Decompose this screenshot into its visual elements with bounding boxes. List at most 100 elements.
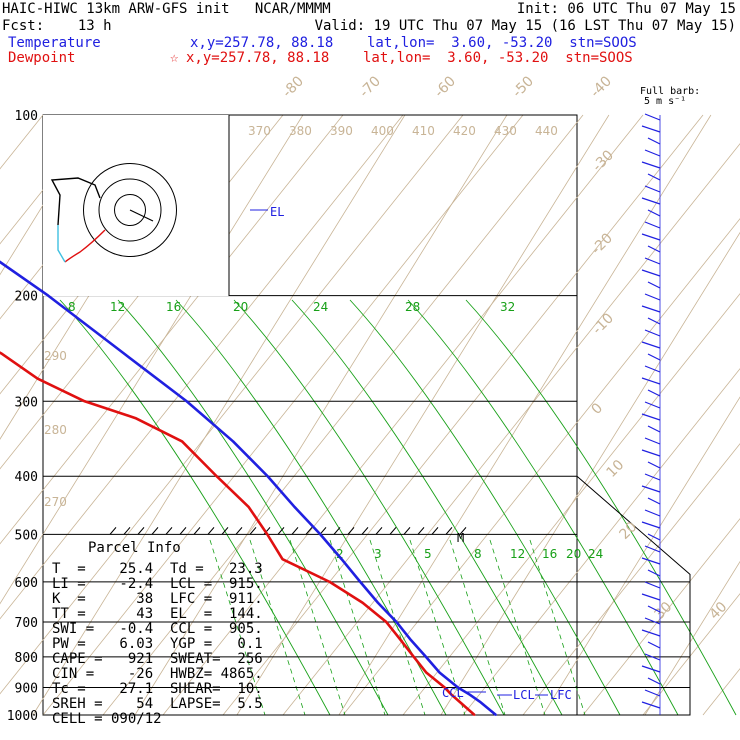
parcel-info-row: SREH = 54 LAPSE= 5.5	[52, 696, 263, 712]
dewpoint-profile-point	[36, 377, 39, 380]
freezing-hatch	[445, 527, 453, 535]
dry-adiabat-line	[0, 114, 464, 695]
mixing-ratio-label: 16	[542, 547, 557, 561]
wind-barb	[641, 377, 661, 385]
barb-key-speed: 5 m s⁻¹	[644, 96, 687, 107]
dewpoint-profile-point	[247, 506, 250, 508]
level-markers: EL M CCL LCL LFC	[270, 205, 572, 702]
wind-barb	[641, 449, 661, 457]
wind-barb	[647, 605, 661, 613]
pressure-tick-label: 200	[15, 290, 38, 305]
mixing-ratio-line	[209, 539, 266, 716]
parcel-info-row: CAPE = 921 SWEAT= 256	[52, 651, 263, 667]
pressure-tick-label: 400	[15, 470, 38, 485]
wind-barb	[641, 269, 661, 277]
isotherm-label: -60	[432, 73, 459, 100]
dewpoint-profile-point	[361, 601, 364, 604]
theta-label: 400	[371, 124, 394, 138]
theta-label: 410	[412, 124, 435, 138]
hodograph-storm-vector	[129, 209, 154, 222]
wind-barb	[644, 653, 661, 661]
dry-adiabat-line	[702, 668, 740, 716]
dewpoint-profile-point	[181, 440, 184, 443]
sounding-profiles	[0, 209, 548, 717]
theta-label: 280	[44, 423, 67, 437]
wind-barb	[644, 185, 661, 193]
theta-label: 430	[494, 124, 517, 138]
temperature-profile-point	[293, 506, 296, 508]
moist-adiabat-curve	[291, 299, 563, 716]
wind-barb	[641, 665, 661, 673]
wind-barb	[641, 485, 661, 493]
wind-barb	[647, 389, 661, 397]
mixing-ratio-label: 8	[68, 300, 76, 314]
wind-barb	[641, 593, 661, 601]
freezing-hatch	[277, 527, 285, 535]
wind-barb	[644, 293, 661, 301]
mixing-ratio-label: 8	[474, 547, 482, 561]
dewpoint-profile-point	[83, 400, 86, 403]
pressure-tick-label: 700	[15, 616, 38, 631]
pressure-tick-label: 300	[15, 395, 38, 410]
pressure-tick-label: 800	[15, 651, 38, 666]
isotherm-line	[542, 396, 740, 716]
dewpoint-profile-point	[399, 639, 402, 641]
moist-adiabat-curve	[175, 299, 447, 716]
dewpoint-profile-point	[425, 671, 428, 674]
wind-barb	[647, 497, 661, 505]
theta-label: 390	[330, 124, 353, 138]
parcel-info-title: Parcel Info	[88, 540, 181, 556]
wind-barb	[644, 509, 661, 517]
freezing-hatch	[137, 527, 145, 535]
isotherm-label: -30	[590, 147, 617, 174]
mixing-ratio-label: 16	[166, 300, 181, 314]
wind-barb	[641, 557, 661, 565]
mixing-ratio-label: 20	[566, 547, 581, 561]
isotherm-line	[134, 114, 508, 716]
temperature-profile-point	[495, 714, 497, 716]
isotherm-label: -70	[357, 73, 384, 100]
mixing-ratio-line	[329, 539, 386, 716]
freezing-hatch	[403, 527, 411, 535]
isotherm-line	[236, 114, 610, 716]
temperature-profile-point	[232, 440, 235, 443]
wind-barb	[644, 473, 661, 481]
isotherm-line	[644, 560, 740, 716]
wind-barb	[644, 401, 661, 409]
freezing-hatch	[221, 527, 229, 535]
wind-barbs	[641, 113, 661, 715]
temperature-profile-point	[395, 621, 398, 623]
mixing-ratio-line	[529, 539, 586, 716]
freezing-hatch	[389, 527, 397, 535]
parcel-info-row: LI = -2.4 LCL = 915.	[52, 576, 263, 592]
wind-barb	[647, 461, 661, 469]
dewpoint-profile-point	[473, 714, 476, 716]
barb-key-title: Full barb:	[640, 86, 701, 97]
wind-barb	[647, 533, 661, 541]
moist-adiabat-curve	[233, 299, 505, 716]
dewpoint-profile-point	[281, 558, 284, 561]
wind-barb	[644, 581, 661, 589]
wind-barb	[644, 257, 661, 265]
temperature-profile-point	[478, 700, 481, 703]
mixing-ratio-label: 20	[233, 300, 248, 314]
wind-barb	[641, 701, 661, 709]
hodograph-trace-low	[64, 229, 106, 263]
lcl-label: LCL	[513, 688, 535, 702]
mixing-ratio-line	[369, 539, 426, 716]
freezing-hatch	[333, 527, 341, 535]
mixing-ratio-label: 12	[510, 547, 525, 561]
wind-barb	[647, 137, 661, 145]
dry-adiabat-line	[282, 143, 740, 716]
wind-barb	[647, 317, 661, 325]
mixing-ratio-line	[249, 539, 306, 716]
dewpoint-profile-point	[412, 655, 415, 658]
hodograph-inset: kts 5 10 15	[43, 115, 230, 296]
theta-label: 440	[535, 124, 558, 138]
parcel-info-row: SWI = -0.4 CCL = 905.	[52, 621, 263, 637]
wind-barb	[647, 173, 661, 181]
el-label: EL	[270, 205, 284, 219]
wind-barb	[647, 569, 661, 577]
dry-adiabat-line	[42, 114, 524, 716]
freezing-hatch	[459, 527, 467, 535]
